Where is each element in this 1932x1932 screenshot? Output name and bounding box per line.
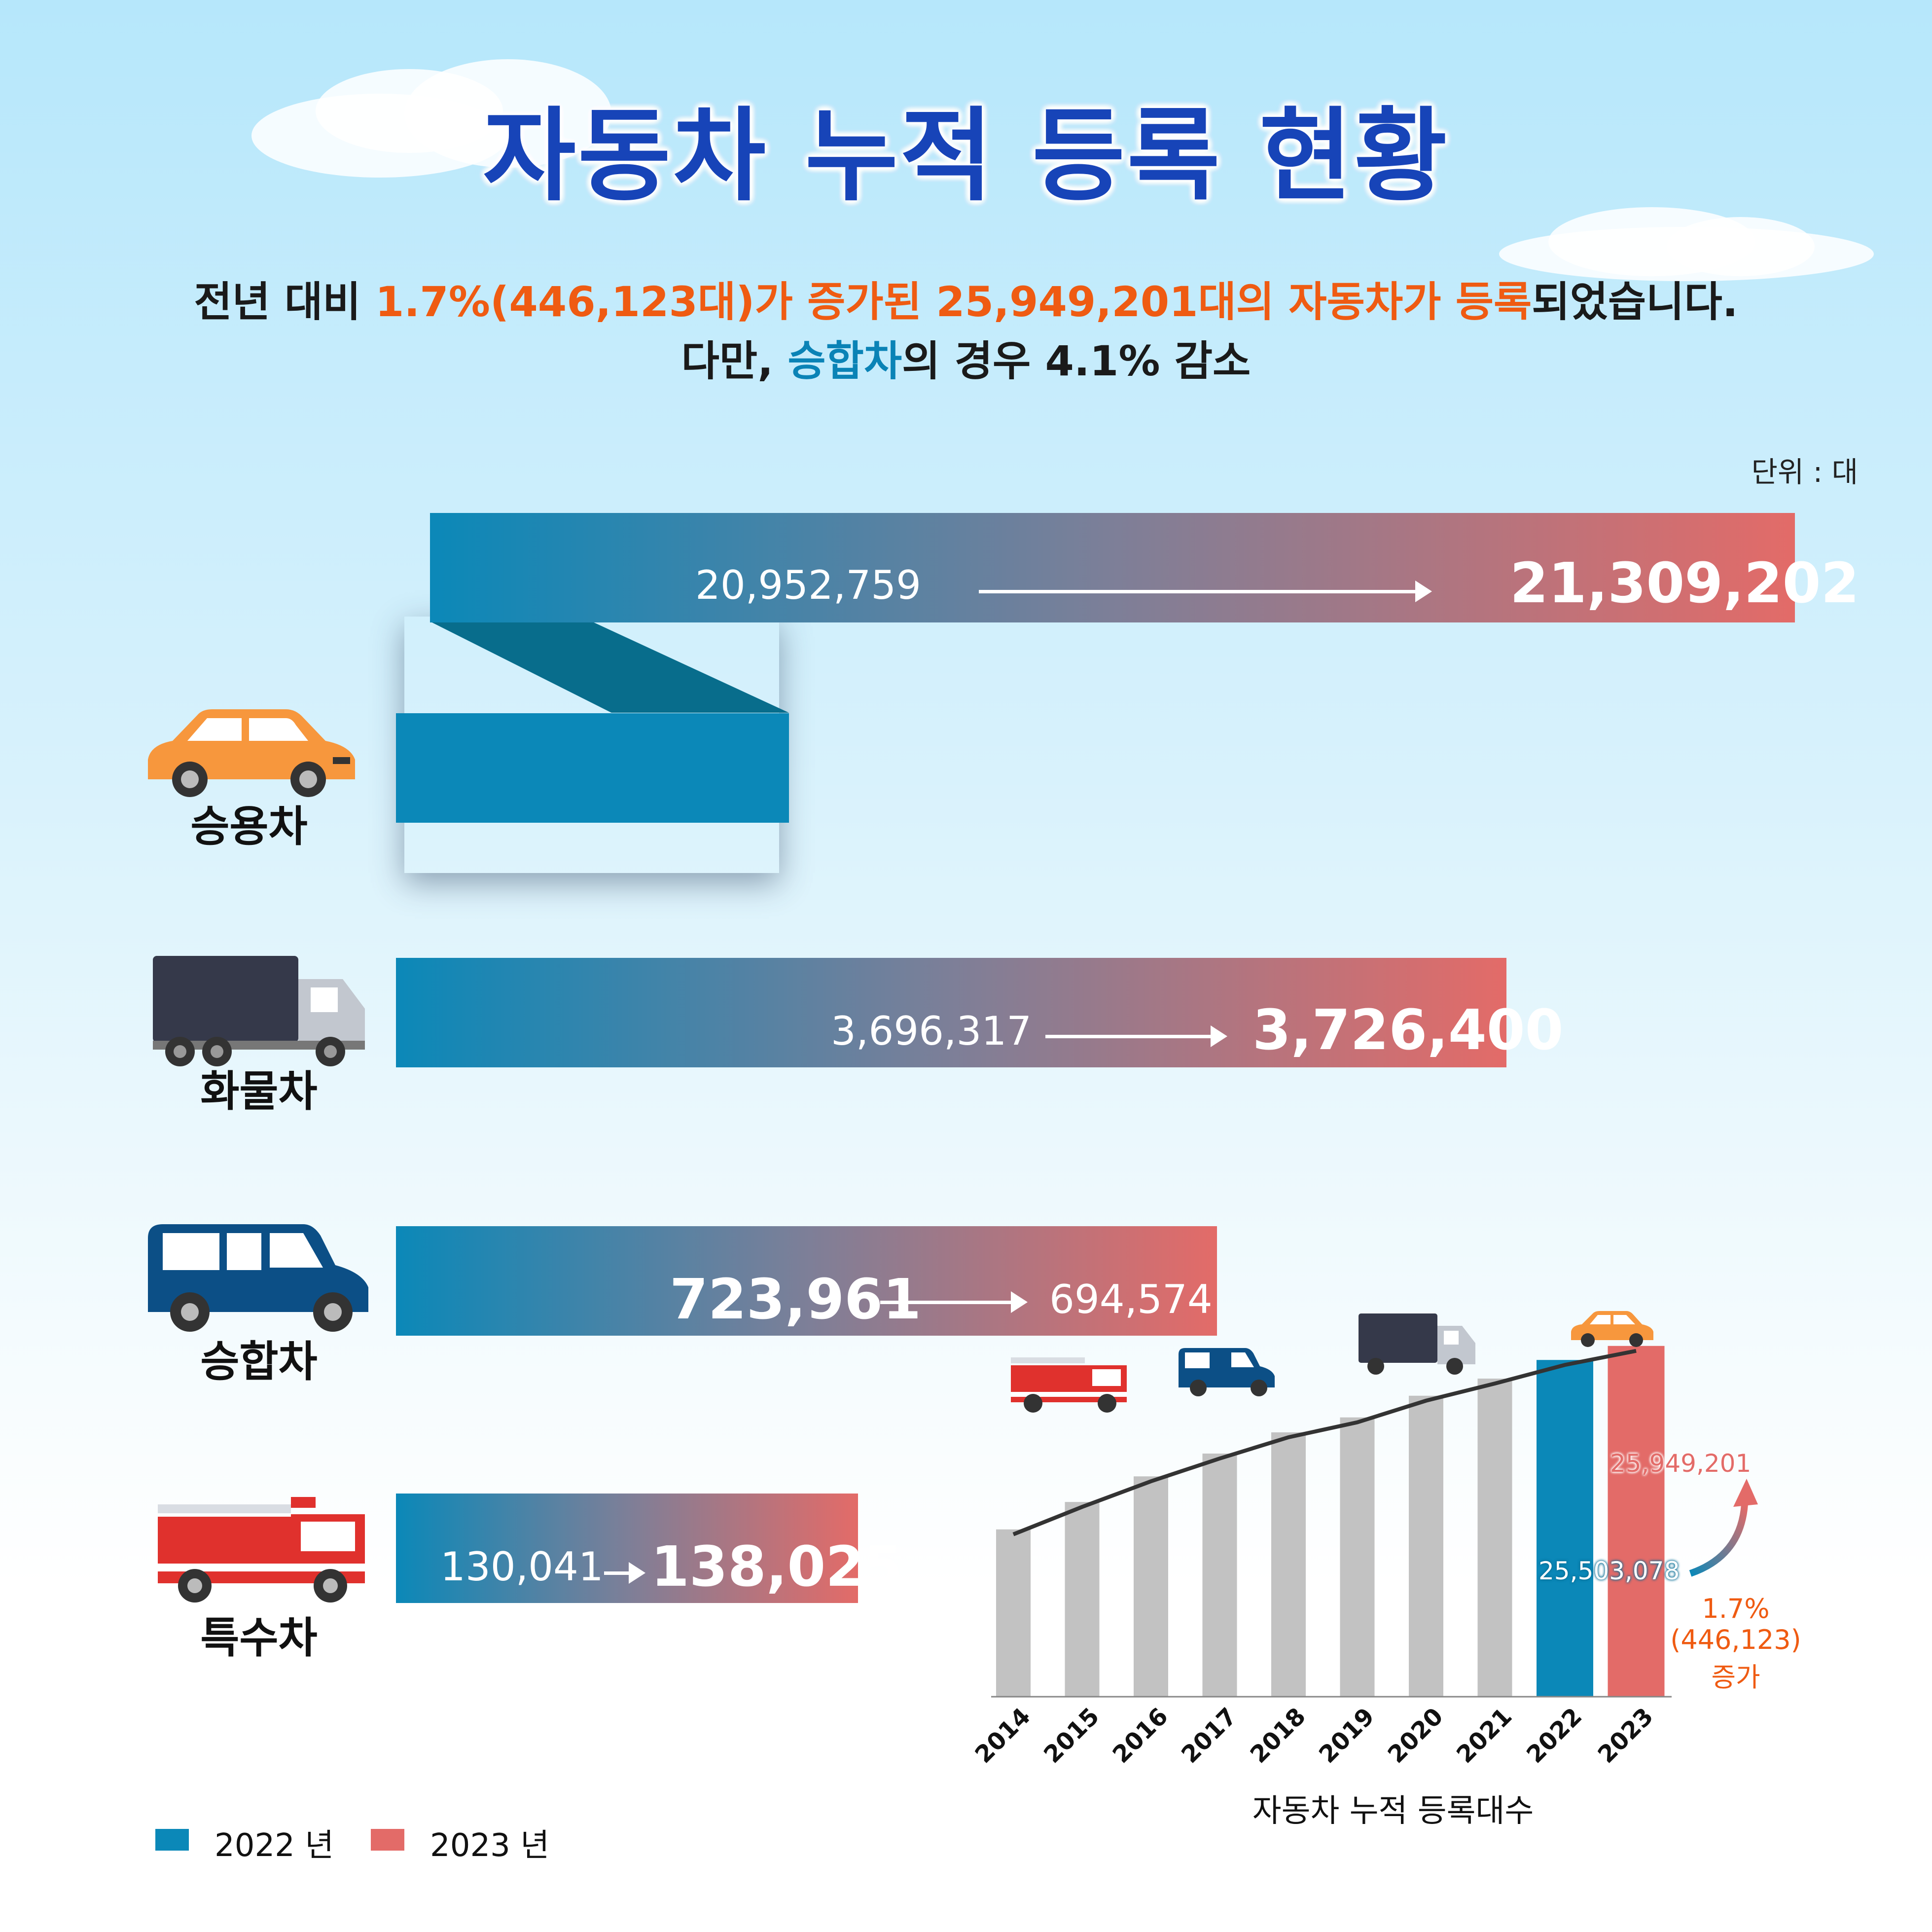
mini-axis-label-2020: 2020	[1383, 1703, 1449, 1769]
van-icon	[148, 1224, 368, 1332]
bar-pair-화물차	[396, 958, 1506, 1067]
mini-axis-label-2022: 2022	[1521, 1703, 1587, 1769]
mini-axis-label-2017: 2017	[1176, 1703, 1242, 1769]
mini-fire-truck-icon	[1011, 1357, 1127, 1413]
mini-bar-2022	[1537, 1360, 1593, 1697]
subtitle-text: 전년 대비	[194, 278, 375, 326]
mini-axis-label-2018: 2018	[1245, 1703, 1311, 1769]
mini-van-icon	[1179, 1348, 1275, 1396]
subtitle-highlight: 증가된 25,949,201대의 자동차가 등록	[807, 278, 1532, 326]
bar-pair-승용차	[430, 513, 1795, 622]
change-arrow	[880, 1301, 1013, 1304]
mini-value-2023: 25,949,201	[1610, 1449, 1752, 1478]
value-2022-승합차: 723,961	[670, 1268, 922, 1332]
mini-bar-2015	[1065, 1502, 1100, 1697]
subtitle-highlight: 1.7%(446,123대)	[375, 278, 755, 326]
mini-chart-title: 자동차 누적 등록대수	[1252, 1793, 1534, 1829]
legend-label-2023: 2023 년	[430, 1827, 550, 1864]
value-2023-승용차: 21,309,202	[1510, 551, 1860, 616]
subtitle-text: 의 경우 4.1% 감소	[902, 337, 1251, 385]
fire-truck-icon	[158, 1497, 365, 1603]
change-arrow	[1045, 1035, 1213, 1038]
value-2022-화물차: 3,696,317	[831, 1008, 1032, 1054]
mini-car-icon	[1571, 1311, 1653, 1347]
change-arrow-head	[1415, 581, 1432, 602]
growth-percent: 1.7%	[1702, 1593, 1770, 1624]
cloud-left	[404, 59, 611, 168]
legend-swatch-2023	[371, 1829, 404, 1851]
change-arrow	[604, 1571, 631, 1575]
bar-fold-connector	[430, 621, 789, 713]
car-icon	[148, 709, 355, 797]
change-arrow-head	[1211, 1025, 1227, 1047]
subtitle-highlight: 승합차	[787, 337, 902, 385]
subtitle-text: 다만,	[681, 337, 788, 385]
value-2023-화물차: 3,726,400	[1252, 998, 1564, 1062]
change-arrow-head	[1011, 1291, 1028, 1313]
mini-trend-line	[1012, 1349, 1637, 1536]
growth-count: (446,123)	[1670, 1624, 1801, 1655]
mini-axis-label-2016: 2016	[1108, 1703, 1174, 1769]
category-label-승용차: 승용차	[190, 802, 308, 851]
change-arrow	[979, 590, 1418, 593]
mini-bar-2020	[1409, 1395, 1443, 1697]
truck-icon	[153, 956, 365, 1066]
value-2022-승용차: 20,952,759	[695, 562, 922, 608]
category-label-화물차: 화물차	[200, 1067, 318, 1116]
mini-axis-label-2015: 2015	[1038, 1703, 1105, 1769]
subtitle-line-2: 다만, 승합차의 경우 4.1% 감소	[0, 328, 1932, 388]
mini-axis-label-2023: 2023	[1593, 1703, 1659, 1769]
mini-bar-2017	[1202, 1453, 1237, 1697]
mini-bar-2019	[1340, 1417, 1375, 1697]
growth-arrow-icon	[1689, 1479, 1758, 1577]
subtitle-text: 되었습니다.	[1532, 278, 1738, 326]
page-title: 자동차 누적 등록 현황	[483, 98, 1449, 215]
value-2023-특수차: 138,025	[651, 1535, 903, 1599]
mini-truck-icon	[1359, 1313, 1475, 1375]
mini-axis-label-2021: 2021	[1451, 1703, 1517, 1769]
legend-label-2022: 2022 년	[215, 1827, 334, 1864]
mini-bar-2021	[1477, 1378, 1512, 1697]
value-2022-특수차: 130,041	[440, 1544, 604, 1590]
growth-annotation: 1.7% (446,123) 증가	[1662, 1593, 1810, 1694]
subtitle-highlight: 가	[754, 278, 808, 326]
bar-pair-승합차	[396, 1226, 1217, 1336]
change-arrow-head	[629, 1562, 645, 1584]
value-2023-승합차: 694,574	[1049, 1276, 1213, 1322]
category-label-승합차: 승합차	[200, 1337, 318, 1386]
category-label-특수차: 특수차	[200, 1613, 318, 1663]
mini-bar-2018	[1271, 1432, 1306, 1697]
unit-label: 단위 : 대	[1751, 455, 1859, 489]
mini-bar-2023	[1608, 1346, 1665, 1697]
subtitle-line-1: 전년 대비 1.7%(446,123대)가 증가된 25,949,201대의 자…	[0, 269, 1932, 328]
mini-axis-label-2019: 2019	[1314, 1703, 1380, 1769]
mini-bar-chart: 2014 2015 2016 2017 2018 2019 2020 2021 2022 2023	[970, 1346, 1672, 1769]
cloud-right	[1667, 217, 1815, 276]
legend-swatch-2022	[155, 1829, 189, 1851]
mini-bar-2016	[1134, 1476, 1168, 1697]
mini-value-2022: 25,503,078	[1538, 1557, 1680, 1585]
mini-axis-label-2014: 2014	[970, 1703, 1036, 1769]
mini-bar-2014	[996, 1529, 1031, 1697]
bar-2022-승용차	[396, 713, 789, 823]
bar-pair-특수차	[396, 1494, 858, 1603]
growth-label: 증가	[1711, 1662, 1760, 1693]
